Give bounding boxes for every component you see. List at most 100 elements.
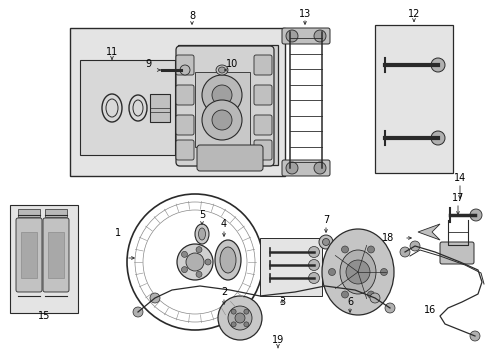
Ellipse shape [218, 67, 225, 73]
Text: 3: 3 [278, 297, 285, 307]
FancyBboxPatch shape [21, 232, 37, 278]
FancyBboxPatch shape [176, 46, 273, 166]
FancyBboxPatch shape [176, 140, 194, 160]
Circle shape [399, 247, 409, 257]
FancyBboxPatch shape [10, 205, 78, 313]
Circle shape [341, 291, 348, 298]
Circle shape [181, 251, 187, 257]
Circle shape [185, 253, 203, 271]
Circle shape [212, 85, 231, 105]
Circle shape [313, 30, 325, 42]
FancyBboxPatch shape [176, 115, 194, 135]
Circle shape [308, 247, 319, 257]
FancyBboxPatch shape [80, 60, 175, 155]
FancyBboxPatch shape [43, 218, 69, 292]
Circle shape [409, 241, 419, 251]
Circle shape [469, 209, 481, 221]
Text: 15: 15 [38, 311, 50, 321]
Circle shape [235, 313, 244, 323]
Circle shape [231, 309, 236, 314]
Circle shape [328, 269, 335, 275]
Circle shape [322, 239, 329, 246]
Circle shape [369, 293, 379, 303]
FancyBboxPatch shape [282, 160, 329, 176]
Ellipse shape [220, 247, 236, 273]
FancyBboxPatch shape [150, 94, 170, 122]
Ellipse shape [321, 229, 393, 315]
FancyBboxPatch shape [260, 238, 321, 296]
Text: 6: 6 [346, 297, 352, 307]
Ellipse shape [195, 224, 208, 244]
Circle shape [346, 260, 369, 284]
Circle shape [380, 269, 386, 275]
Circle shape [285, 162, 297, 174]
Text: 11: 11 [106, 47, 118, 57]
FancyBboxPatch shape [374, 25, 452, 173]
Polygon shape [178, 45, 278, 165]
Circle shape [181, 267, 187, 273]
Text: 13: 13 [298, 9, 310, 19]
Text: 12: 12 [407, 9, 419, 19]
Circle shape [384, 303, 394, 313]
FancyBboxPatch shape [195, 72, 249, 147]
Circle shape [367, 291, 374, 298]
Circle shape [227, 306, 251, 330]
Circle shape [202, 75, 242, 115]
FancyBboxPatch shape [282, 28, 329, 44]
Text: 14: 14 [453, 173, 465, 183]
Circle shape [244, 322, 248, 327]
Text: 18: 18 [381, 233, 393, 243]
Text: 17: 17 [451, 193, 463, 203]
FancyBboxPatch shape [253, 140, 271, 160]
Text: 16: 16 [423, 305, 435, 315]
Circle shape [150, 293, 160, 303]
Text: 9: 9 [144, 59, 151, 69]
Circle shape [204, 259, 210, 265]
Polygon shape [417, 224, 439, 240]
FancyBboxPatch shape [197, 145, 263, 171]
FancyBboxPatch shape [45, 209, 67, 217]
Text: 4: 4 [221, 219, 226, 229]
Circle shape [244, 309, 248, 314]
Ellipse shape [216, 65, 227, 75]
Text: 2: 2 [221, 287, 226, 297]
Circle shape [196, 271, 202, 277]
FancyBboxPatch shape [253, 55, 271, 75]
Circle shape [218, 296, 262, 340]
Text: 7: 7 [322, 215, 328, 225]
Circle shape [196, 247, 202, 253]
Text: 19: 19 [271, 335, 284, 345]
FancyBboxPatch shape [18, 209, 40, 217]
Circle shape [308, 260, 319, 270]
Text: 10: 10 [225, 59, 238, 69]
Circle shape [308, 273, 319, 284]
FancyBboxPatch shape [253, 115, 271, 135]
Circle shape [430, 131, 444, 145]
Ellipse shape [215, 240, 241, 280]
Circle shape [341, 246, 348, 253]
Circle shape [202, 100, 242, 140]
Text: 5: 5 [199, 210, 204, 220]
FancyBboxPatch shape [439, 242, 473, 264]
Circle shape [133, 307, 142, 317]
Circle shape [469, 331, 479, 341]
FancyBboxPatch shape [70, 28, 285, 176]
FancyBboxPatch shape [16, 218, 42, 292]
FancyBboxPatch shape [48, 232, 64, 278]
FancyBboxPatch shape [253, 85, 271, 105]
Text: 1: 1 [115, 228, 121, 238]
Circle shape [285, 30, 297, 42]
Ellipse shape [198, 228, 205, 240]
Circle shape [318, 235, 332, 249]
Ellipse shape [339, 250, 375, 294]
FancyBboxPatch shape [176, 85, 194, 105]
Circle shape [313, 162, 325, 174]
Circle shape [367, 246, 374, 253]
Text: 8: 8 [188, 11, 195, 21]
FancyBboxPatch shape [176, 55, 194, 75]
Circle shape [177, 244, 213, 280]
Circle shape [212, 110, 231, 130]
Circle shape [231, 322, 236, 327]
Circle shape [430, 58, 444, 72]
Circle shape [180, 65, 190, 75]
